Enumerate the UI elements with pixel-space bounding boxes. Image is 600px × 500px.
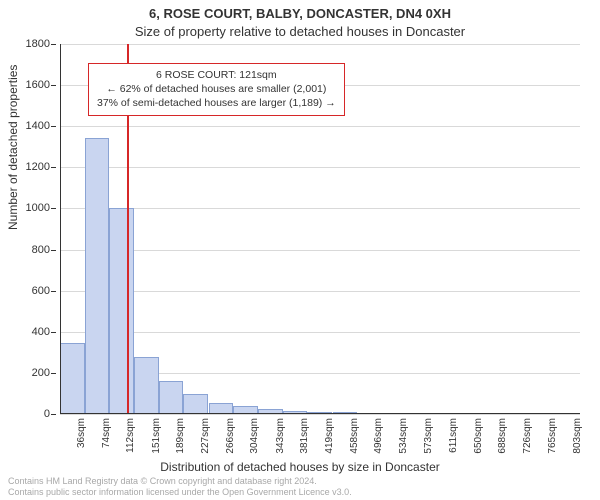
y-tick-mark	[51, 373, 56, 374]
y-tick-mark	[51, 414, 56, 415]
x-tick-label: 381sqm	[299, 418, 310, 454]
x-axis: 36sqm 74sqm 112sqm 151sqm 189sqm 227sqm 266sqm…	[60, 414, 580, 460]
x-tick-label: 227sqm	[200, 418, 211, 454]
x-tick-label: 496sqm	[373, 418, 384, 454]
x-tick-label: 611sqm	[448, 418, 459, 453]
y-tick-label: 800	[0, 244, 50, 256]
y-tick-mark	[51, 85, 56, 86]
x-tick-label: 304sqm	[249, 418, 260, 454]
y-axis: 020040060080010001200140016001800	[0, 44, 56, 414]
y-tick-label: 200	[0, 367, 50, 379]
y-tick-label: 0	[0, 408, 50, 420]
histogram-bar	[85, 138, 110, 414]
x-tick-label: 458sqm	[349, 418, 360, 454]
annotation-line2: ← 62% of detached houses are smaller (2,…	[97, 82, 336, 96]
x-tick-label: 112sqm	[125, 418, 136, 453]
annotation-box: 6 ROSE COURT: 121sqm ← 62% of detached h…	[88, 63, 345, 116]
x-tick-label: 189sqm	[175, 418, 186, 454]
x-tick-label: 534sqm	[398, 418, 409, 454]
chart-title-line1: 6, ROSE COURT, BALBY, DONCASTER, DN4 0XH	[0, 6, 600, 21]
chart-container: 6, ROSE COURT, BALBY, DONCASTER, DN4 0XH…	[0, 0, 600, 500]
y-tick-label: 1600	[0, 79, 50, 91]
footer-line1: Contains HM Land Registry data © Crown c…	[8, 476, 352, 487]
x-tick-label: 419sqm	[324, 418, 335, 454]
x-tick-label: 343sqm	[275, 418, 286, 454]
y-tick-label: 1400	[0, 120, 50, 132]
y-tick-mark	[51, 332, 56, 333]
footer-line2: Contains public sector information licen…	[8, 487, 352, 498]
x-tick-label: 36sqm	[76, 418, 87, 448]
footer-attribution: Contains HM Land Registry data © Crown c…	[8, 476, 352, 498]
chart-title-line2: Size of property relative to detached ho…	[0, 24, 600, 39]
y-tick-label: 1800	[0, 38, 50, 50]
axis-border-left	[60, 44, 61, 414]
x-tick-label: 650sqm	[473, 418, 484, 454]
y-tick-mark	[51, 126, 56, 127]
x-tick-label: 151sqm	[151, 418, 162, 454]
x-tick-label: 573sqm	[423, 418, 434, 454]
histogram-bar	[109, 208, 134, 414]
x-tick-label: 803sqm	[572, 418, 583, 454]
histogram-bar	[183, 394, 208, 414]
y-tick-mark	[51, 167, 56, 168]
annotation-line1: 6 ROSE COURT: 121sqm	[97, 68, 336, 82]
y-tick-label: 1200	[0, 161, 50, 173]
y-tick-mark	[51, 291, 56, 292]
x-axis-label: Distribution of detached houses by size …	[0, 460, 600, 474]
y-tick-mark	[51, 44, 56, 45]
y-tick-mark	[51, 208, 56, 209]
y-tick-label: 1000	[0, 202, 50, 214]
histogram-bar	[134, 357, 159, 414]
y-tick-mark	[51, 250, 56, 251]
x-tick-label: 266sqm	[225, 418, 236, 454]
x-tick-label: 688sqm	[497, 418, 508, 454]
x-tick-label: 74sqm	[101, 418, 112, 448]
x-tick-label: 765sqm	[547, 418, 558, 454]
y-tick-label: 400	[0, 326, 50, 338]
annotation-line3: 37% of semi-detached houses are larger (…	[97, 96, 336, 110]
histogram-bar	[159, 381, 184, 414]
x-tick-label: 726sqm	[522, 418, 533, 454]
y-tick-label: 600	[0, 285, 50, 297]
histogram-bar	[60, 343, 85, 414]
